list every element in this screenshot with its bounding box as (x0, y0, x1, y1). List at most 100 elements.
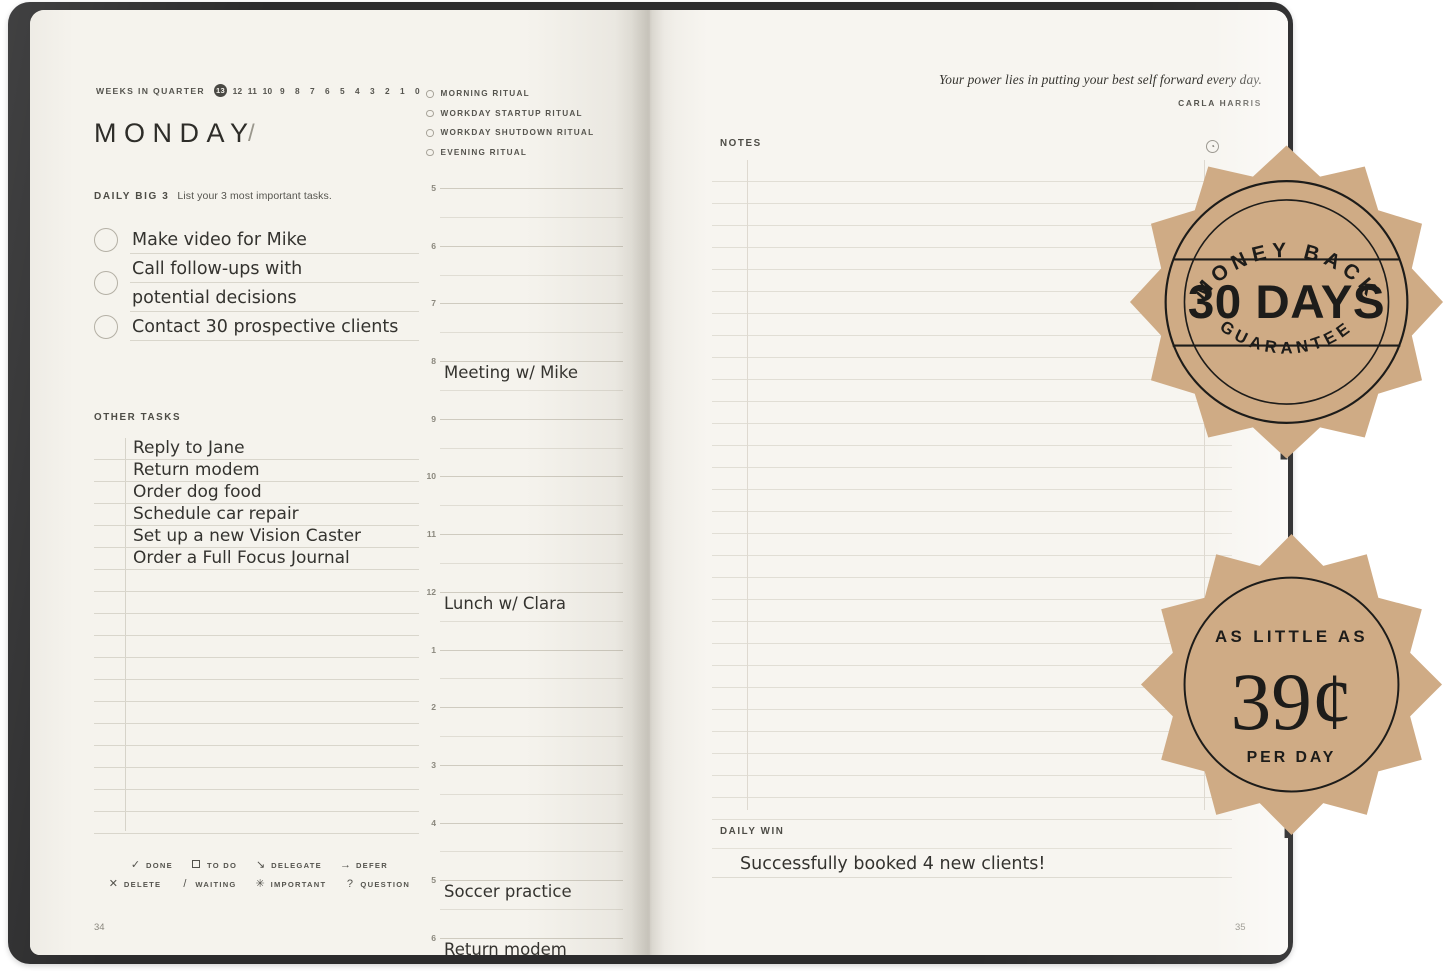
notes-row[interactable] (712, 600, 1232, 623)
schedule-half-hour-row[interactable] (420, 793, 623, 823)
notes-row[interactable] (712, 644, 1232, 667)
schedule-hour-row[interactable]: 6 (420, 241, 623, 275)
week-marker[interactable]: 4 (355, 85, 360, 96)
other-task-row[interactable] (94, 768, 419, 790)
task-checkbox-icon[interactable] (94, 271, 118, 295)
schedule-half-hour-row[interactable] (420, 909, 623, 938)
other-task-row[interactable] (94, 614, 419, 636)
notes-row[interactable] (712, 402, 1232, 425)
notes-row[interactable] (712, 182, 1232, 205)
notes-row[interactable] (712, 556, 1232, 579)
other-task-row[interactable] (94, 702, 419, 724)
week-marker[interactable]: 11 (247, 85, 258, 96)
schedule-half-hour-row[interactable] (420, 274, 623, 304)
schedule-hour-row[interactable]: 8 Meeting w/ Mike (420, 356, 623, 390)
notes-row[interactable] (712, 292, 1232, 315)
hourly-schedule[interactable]: 5 6 7 8 Meeting w/ Mike 9 10 11 12 Lunch w/ Clara… (420, 183, 623, 955)
ritual-item[interactable]: EVENING RITUAL (426, 143, 594, 163)
schedule-half-hour-row[interactable] (420, 620, 623, 650)
schedule-half-hour-row[interactable] (420, 332, 623, 361)
other-task-row[interactable] (94, 504, 419, 526)
schedule-half-hour-row[interactable] (420, 736, 623, 765)
schedule-hour-row[interactable]: 2 (420, 702, 623, 736)
week-marker[interactable]: 2 (385, 85, 390, 96)
other-task-row[interactable] (94, 460, 419, 482)
daily-big-3-item[interactable]: Call follow-ups with potential decisions (94, 254, 419, 312)
weeks-in-quarter-scale[interactable]: 13 12 11 10 9 8 7 6 5 4 3 2 1 0 (213, 84, 425, 97)
notes-row[interactable] (712, 358, 1232, 381)
week-marker[interactable]: 5 (340, 85, 345, 96)
weeks-in-quarter[interactable]: WEEKS IN QUARTER 13 12 11 10 9 8 7 6 5 4 3 2 1 0 (96, 84, 425, 97)
notes-row[interactable] (712, 270, 1232, 293)
notes-row[interactable] (712, 446, 1232, 469)
other-task-row[interactable] (94, 636, 419, 658)
week-marker[interactable]: 1 (400, 85, 405, 96)
schedule-hour-row[interactable]: 4 (420, 818, 623, 852)
notes-row[interactable] (712, 622, 1232, 645)
daily-big-3-item[interactable]: Contact 30 prospective clients (94, 312, 419, 341)
notes-row[interactable] (712, 710, 1232, 733)
notes-row[interactable] (712, 336, 1232, 359)
other-task-row[interactable] (94, 570, 419, 592)
other-task-row[interactable] (94, 812, 419, 834)
notes-row[interactable] (712, 688, 1232, 711)
week-marker[interactable]: 3 (370, 85, 375, 96)
ritual-item[interactable]: WORKDAY STARTUP RITUAL (426, 104, 594, 124)
notes-row[interactable] (712, 666, 1232, 689)
schedule-hour-row[interactable]: 3 (420, 760, 623, 794)
schedule-half-hour-row[interactable] (420, 562, 623, 592)
week-marker[interactable]: 0 (415, 85, 420, 96)
notes-row[interactable] (712, 798, 1232, 821)
other-tasks-list[interactable]: Reply to Jane Return modem Order dog food S… (94, 438, 419, 834)
notes-row[interactable] (712, 380, 1232, 403)
notes-row[interactable] (712, 204, 1232, 227)
other-task-row[interactable] (94, 790, 419, 812)
other-task-row[interactable] (94, 482, 419, 504)
schedule-hour-row[interactable]: 5 Soccer practice (420, 875, 623, 909)
other-task-row[interactable] (94, 658, 419, 680)
ritual-checkbox-icon[interactable] (426, 129, 434, 137)
other-task-row[interactable] (94, 680, 419, 702)
other-task-row[interactable] (94, 724, 419, 746)
notes-row[interactable] (712, 226, 1232, 249)
notes-row[interactable] (712, 160, 1232, 183)
daily-big-3-list[interactable]: Make video for Mike Call follow-ups with p… (94, 225, 419, 341)
schedule-half-hour-row[interactable] (420, 505, 623, 534)
schedule-hour-row[interactable]: 7 (420, 298, 623, 332)
schedule-hour-row[interactable]: 11 (420, 529, 623, 563)
schedule-hour-row[interactable]: 10 (420, 471, 623, 505)
week-marker[interactable]: 10 (262, 85, 273, 96)
schedule-hour-row[interactable]: 12 Lunch w/ Clara (420, 587, 623, 621)
week-marker[interactable]: 6 (325, 85, 330, 96)
ritual-checkbox-icon[interactable] (426, 148, 434, 157)
notes-row[interactable] (712, 754, 1232, 777)
ritual-checkbox-icon[interactable] (426, 109, 434, 118)
schedule-half-hour-row[interactable] (420, 851, 623, 880)
clock-circle-icon[interactable]: ◔ (1206, 140, 1219, 153)
schedule-hour-row[interactable]: 1 (420, 645, 623, 679)
daily-win-field[interactable]: Successfully booked 4 new clients! (712, 848, 1232, 878)
ritual-item[interactable]: MORNING RITUAL (426, 84, 594, 104)
notes-row[interactable] (712, 490, 1232, 513)
task-checkbox-icon[interactable] (94, 227, 118, 252)
notes-row[interactable] (712, 314, 1232, 337)
week-marker-current[interactable]: 13 (213, 84, 227, 97)
schedule-half-hour-row[interactable] (420, 678, 623, 707)
notes-row[interactable] (712, 468, 1232, 491)
week-marker[interactable]: 12 (232, 85, 243, 96)
ritual-checkbox-icon[interactable] (426, 90, 434, 98)
schedule-half-hour-row[interactable] (420, 389, 623, 419)
schedule-hour-row[interactable]: 9 (420, 414, 623, 448)
task-checkbox-icon[interactable] (94, 314, 118, 339)
other-task-row[interactable] (94, 592, 419, 614)
week-marker[interactable]: 8 (295, 85, 300, 96)
ritual-checklist[interactable]: MORNING RITUAL WORKDAY STARTUP RITUAL WORK… (426, 84, 594, 162)
notes-row[interactable] (712, 534, 1232, 557)
date-slash[interactable]: / (248, 120, 255, 147)
other-task-row[interactable] (94, 746, 419, 768)
notes-row[interactable] (712, 512, 1232, 535)
notes-row[interactable] (712, 776, 1232, 799)
schedule-half-hour-row[interactable] (420, 216, 623, 246)
schedule-hour-row[interactable]: 6 Return modem (420, 933, 623, 955)
notes-lined-area[interactable] (712, 160, 1232, 821)
